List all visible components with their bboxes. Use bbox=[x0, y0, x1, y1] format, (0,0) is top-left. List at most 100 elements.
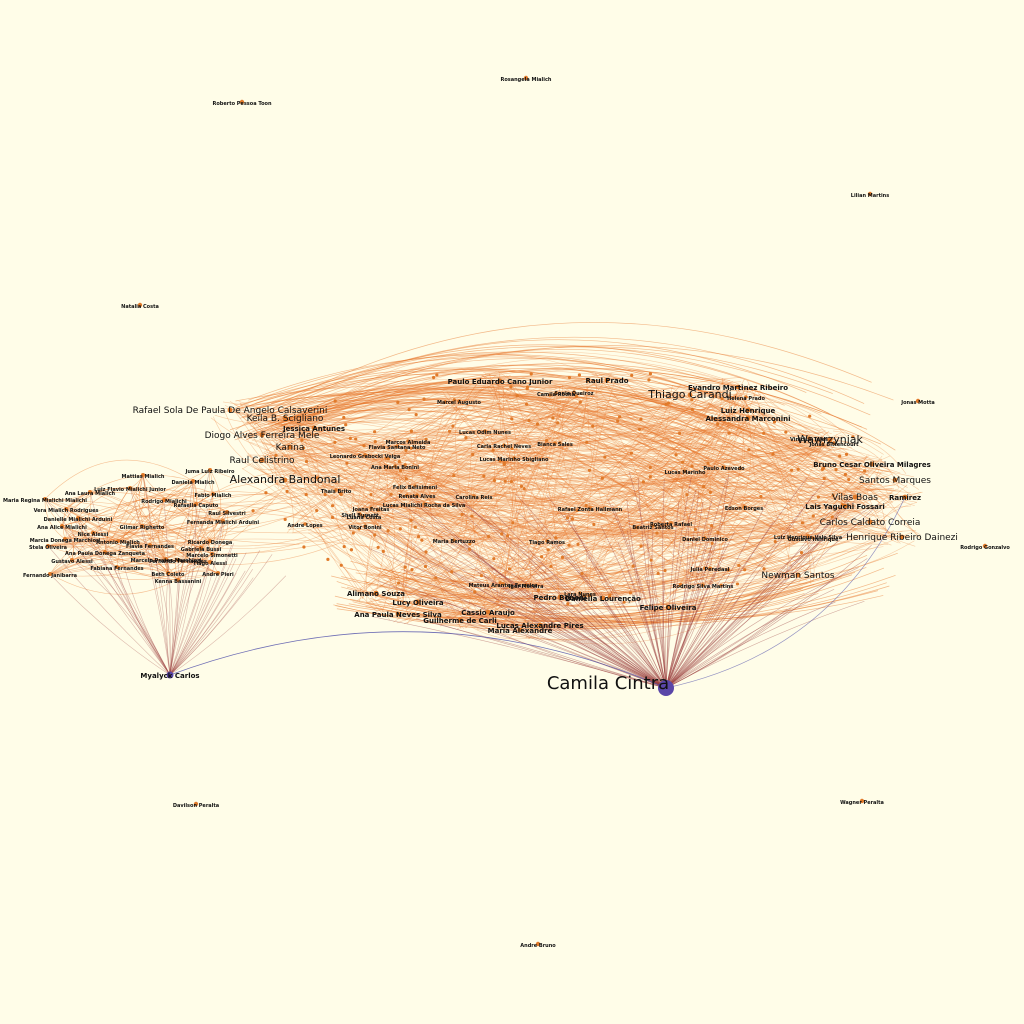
cluster-node[interactable] bbox=[434, 576, 438, 580]
cluster-node[interactable] bbox=[326, 557, 330, 561]
cluster-node[interactable] bbox=[706, 461, 710, 465]
cluster-node[interactable] bbox=[585, 440, 589, 444]
cluster-node[interactable] bbox=[311, 425, 317, 431]
hub-node[interactable] bbox=[658, 680, 674, 696]
cluster-node[interactable] bbox=[501, 582, 505, 586]
left-cluster-node[interactable] bbox=[46, 544, 50, 548]
cluster-node[interactable] bbox=[386, 529, 390, 533]
cluster-node[interactable] bbox=[369, 492, 373, 497]
cluster-node[interactable] bbox=[369, 506, 373, 510]
isolated-node[interactable] bbox=[915, 398, 921, 404]
isolated-node[interactable] bbox=[193, 801, 199, 807]
cluster-node[interactable] bbox=[304, 493, 308, 497]
cluster-node[interactable] bbox=[634, 526, 638, 530]
cluster-node[interactable] bbox=[409, 429, 414, 433]
left-cluster-node[interactable] bbox=[60, 524, 64, 528]
cluster-node[interactable] bbox=[902, 494, 908, 500]
cluster-node[interactable] bbox=[743, 568, 747, 572]
cluster-node[interactable] bbox=[396, 581, 401, 585]
cluster-node[interactable] bbox=[404, 477, 408, 481]
isolated-node[interactable] bbox=[982, 543, 988, 549]
cluster-node[interactable] bbox=[577, 373, 582, 377]
cluster-node[interactable] bbox=[546, 548, 550, 552]
cluster-node[interactable] bbox=[570, 517, 575, 521]
cluster-node[interactable] bbox=[509, 479, 513, 484]
cluster-node[interactable] bbox=[545, 438, 549, 443]
cluster-node[interactable] bbox=[540, 555, 544, 559]
cluster-node[interactable] bbox=[578, 591, 582, 595]
cluster-node[interactable] bbox=[701, 583, 705, 587]
cluster-node[interactable] bbox=[566, 602, 570, 606]
cluster-node[interactable] bbox=[554, 536, 558, 540]
cluster-node[interactable] bbox=[407, 408, 411, 412]
cluster-node[interactable] bbox=[806, 534, 810, 538]
left-cluster-node[interactable] bbox=[225, 510, 229, 514]
cluster-node[interactable] bbox=[511, 521, 515, 525]
left-cluster-node[interactable] bbox=[199, 546, 203, 550]
cluster-node[interactable] bbox=[410, 568, 414, 572]
cluster-node[interactable] bbox=[738, 466, 742, 470]
cluster-node[interactable] bbox=[517, 627, 523, 633]
cluster-node[interactable] bbox=[519, 484, 524, 488]
cluster-node[interactable] bbox=[415, 599, 421, 605]
left-cluster-node[interactable] bbox=[208, 539, 212, 543]
cluster-node[interactable] bbox=[373, 440, 377, 444]
cluster-node[interactable] bbox=[582, 593, 586, 598]
cluster-node[interactable] bbox=[330, 515, 335, 520]
cluster-node[interactable] bbox=[867, 519, 873, 525]
cluster-node[interactable] bbox=[669, 521, 673, 525]
cluster-node[interactable] bbox=[423, 564, 428, 569]
cluster-node[interactable] bbox=[510, 417, 514, 421]
cluster-node[interactable] bbox=[762, 567, 766, 571]
cluster-node[interactable] bbox=[666, 401, 671, 405]
cluster-node[interactable] bbox=[830, 515, 834, 519]
cluster-node[interactable] bbox=[827, 437, 833, 443]
left-cluster-node[interactable] bbox=[128, 486, 132, 490]
cluster-node[interactable] bbox=[282, 477, 288, 483]
cluster-node[interactable] bbox=[747, 448, 751, 452]
cluster-node[interactable] bbox=[431, 375, 436, 380]
cluster-node[interactable] bbox=[587, 593, 591, 598]
cluster-node[interactable] bbox=[892, 477, 898, 483]
cluster-node[interactable] bbox=[287, 444, 293, 450]
cluster-node[interactable] bbox=[342, 415, 346, 420]
cluster-node[interactable] bbox=[716, 422, 720, 426]
cluster-node[interactable] bbox=[576, 542, 580, 546]
cluster-node[interactable] bbox=[422, 502, 426, 506]
cluster-node[interactable] bbox=[710, 524, 714, 528]
cluster-node[interactable] bbox=[409, 518, 413, 522]
cluster-node[interactable] bbox=[844, 452, 849, 456]
left-cluster-node[interactable] bbox=[88, 490, 92, 494]
cluster-node[interactable] bbox=[300, 438, 304, 442]
cluster-node[interactable] bbox=[363, 524, 367, 528]
cluster-node[interactable] bbox=[685, 493, 689, 497]
cluster-node[interactable] bbox=[457, 399, 461, 403]
isolated-node[interactable] bbox=[535, 941, 541, 947]
cluster-node[interactable] bbox=[424, 550, 428, 554]
cluster-node[interactable] bbox=[451, 424, 455, 428]
cluster-node[interactable] bbox=[471, 452, 475, 457]
cluster-node[interactable] bbox=[498, 459, 502, 463]
cluster-node[interactable] bbox=[492, 557, 496, 561]
cluster-node[interactable] bbox=[450, 570, 454, 574]
left-cluster-node[interactable] bbox=[208, 560, 212, 564]
cluster-node[interactable] bbox=[323, 492, 327, 497]
cluster-node[interactable] bbox=[349, 548, 354, 552]
cluster-node[interactable] bbox=[404, 493, 409, 497]
cluster-node[interactable] bbox=[549, 564, 553, 568]
cluster-node[interactable] bbox=[703, 566, 707, 570]
cluster-node[interactable] bbox=[607, 595, 612, 599]
cluster-node[interactable] bbox=[584, 503, 588, 508]
cluster-node[interactable] bbox=[373, 430, 377, 434]
cluster-node[interactable] bbox=[735, 384, 741, 390]
cluster-node[interactable] bbox=[259, 432, 265, 438]
cluster-node[interactable] bbox=[315, 476, 319, 480]
cluster-node[interactable] bbox=[690, 407, 694, 412]
left-cluster-node[interactable] bbox=[162, 498, 166, 502]
cluster-node[interactable] bbox=[831, 493, 835, 497]
cluster-node[interactable] bbox=[574, 394, 579, 398]
cluster-node[interactable] bbox=[628, 591, 633, 595]
left-cluster-node[interactable] bbox=[221, 519, 225, 523]
cluster-node[interactable] bbox=[510, 446, 514, 450]
cluster-node[interactable] bbox=[745, 415, 751, 421]
